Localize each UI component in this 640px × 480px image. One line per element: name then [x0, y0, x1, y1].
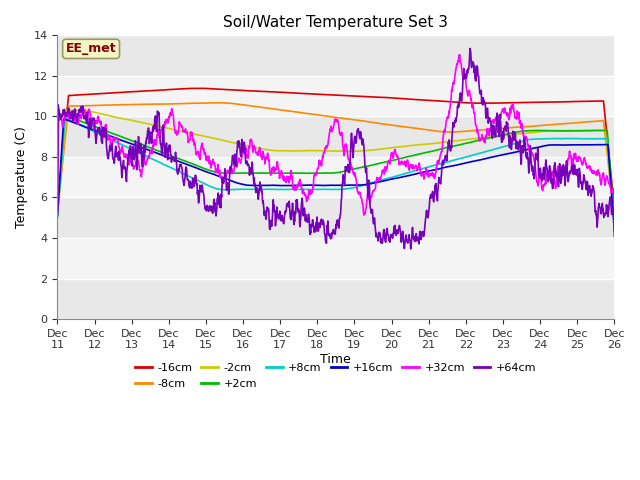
Text: EE_met: EE_met: [66, 42, 116, 55]
Bar: [58, 238, 614, 278]
Legend: -16cm, -8cm, -2cm, +2cm, +8cm, +16cm, +32cm, +64cm: -16cm, -8cm, -2cm, +2cm, +8cm, +16cm, +3…: [131, 359, 541, 393]
Bar: [58, 278, 614, 319]
Y-axis label: Temperature (C): Temperature (C): [15, 126, 28, 228]
Bar: [58, 76, 614, 117]
X-axis label: Time: Time: [321, 353, 351, 366]
Title: Soil/Water Temperature Set 3: Soil/Water Temperature Set 3: [223, 15, 449, 30]
Bar: [58, 197, 614, 238]
Bar: [58, 117, 614, 157]
Bar: [58, 36, 614, 76]
Bar: [58, 157, 614, 197]
